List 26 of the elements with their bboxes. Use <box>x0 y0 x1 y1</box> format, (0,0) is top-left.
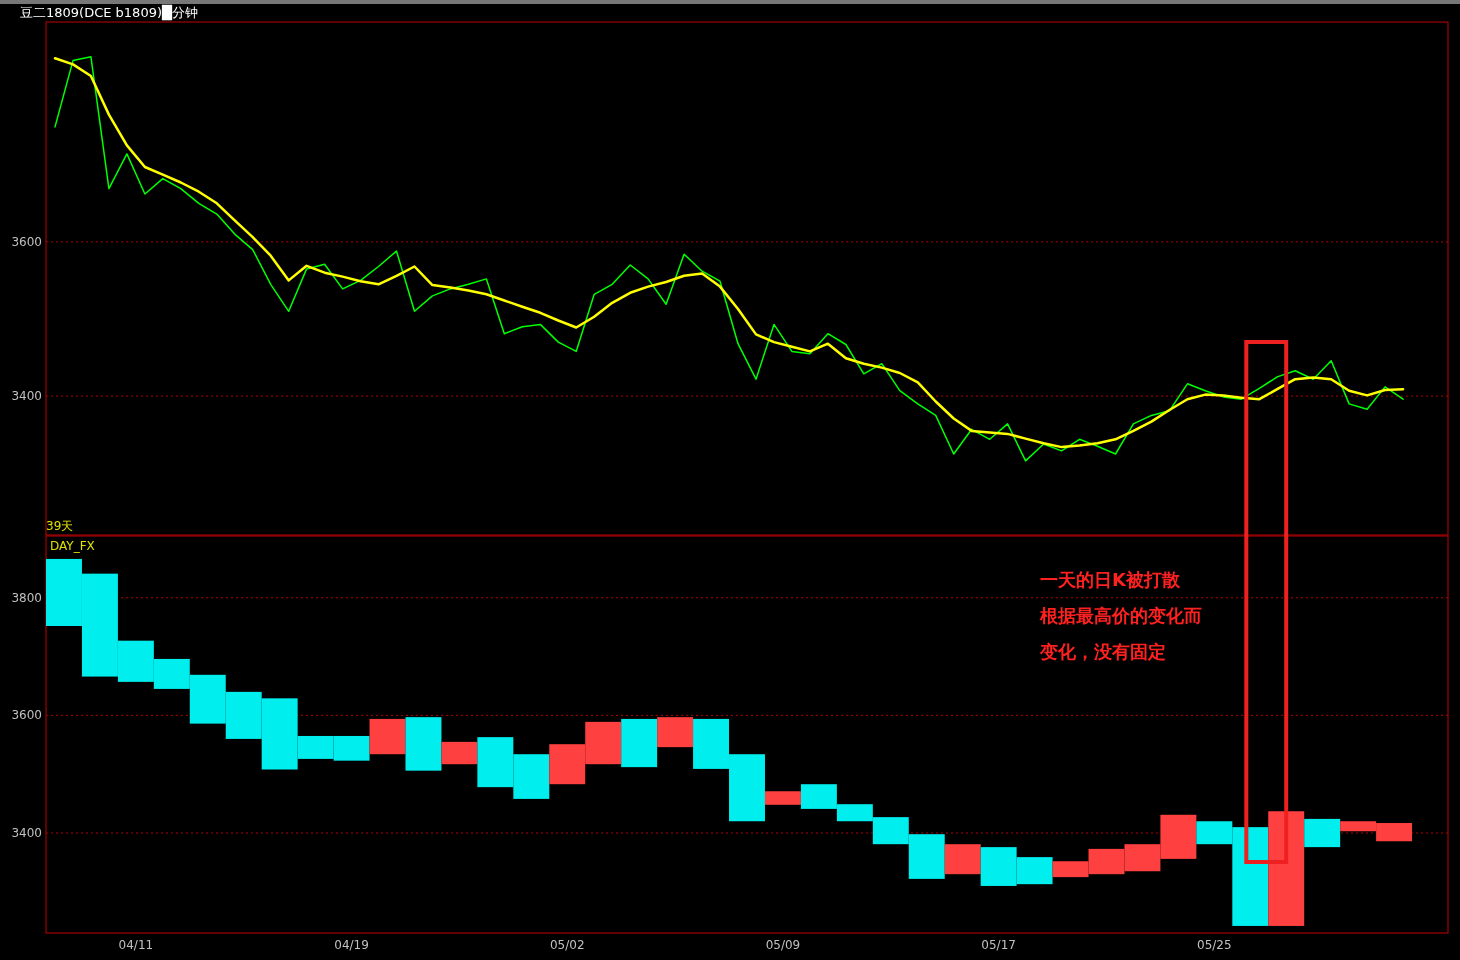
chart-title: DAY_FX <box>50 539 95 553</box>
x-tick-label: 05/25 <box>1197 938 1232 952</box>
bar <box>1304 818 1341 848</box>
annotation: 变化，没有固定 <box>1039 641 1166 662</box>
annotation: 根据最高价的变化而 <box>1039 605 1202 626</box>
x-tick-label: 04/19 <box>334 938 369 952</box>
bar <box>621 718 658 768</box>
annotation: 39天 <box>46 519 74 533</box>
bar <box>944 844 981 875</box>
y-tick-label: 3400 <box>11 826 42 841</box>
chart-title: 豆二1809(DCE b1809)█分钟 <box>20 4 198 21</box>
y-tick-label: 3600 <box>11 708 42 723</box>
x-tick-label: 05/02 <box>549 938 585 952</box>
bar <box>1268 811 1305 926</box>
bar <box>657 717 694 748</box>
bar <box>764 791 801 805</box>
y-tick-label: 3400 <box>11 389 42 404</box>
x-tick-label: 04/11 <box>118 938 154 952</box>
bar <box>405 717 442 771</box>
y-tick-label: 3600 <box>11 234 42 249</box>
annotation: 一天的日K被打散 <box>1040 569 1181 590</box>
bar <box>369 718 406 755</box>
bar <box>441 741 478 765</box>
x-tick-label: 05/17 <box>981 938 1016 952</box>
y-tick-label: 3800 <box>11 590 42 605</box>
x-tick-label: 05/09 <box>765 938 801 952</box>
